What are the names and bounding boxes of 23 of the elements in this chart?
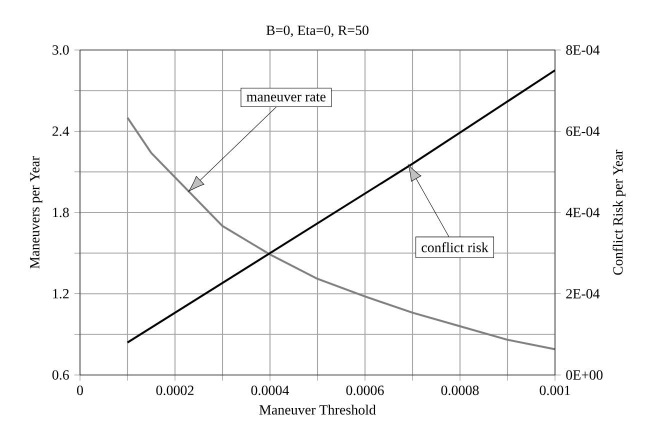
y-tick-label: 2.4 [52,126,70,136]
y2-axis-title: Conflict Risk per Year [612,150,626,275]
line-series [126,116,556,350]
y-tick-label: 3.0 [52,45,69,55]
annotation: maneuver rate [246,93,326,102]
y2-tick-label: 2E-04 [566,289,600,298]
x-axis-title: Maneuver Threshold [259,404,376,415]
x-tick-label: 0.0002 [156,386,194,396]
y2-tick-label: 6E-04 [566,126,600,136]
annotation: conflict risk [422,242,488,252]
chart-title: B=0, Eta=0, R=50 [266,26,368,38]
y-tick-label: 1.2 [53,289,69,298]
x-tick-label: 0 [77,386,83,396]
y-axis-title: Maneuvers per Year [30,156,42,269]
x-tick-label: 0.0008 [441,386,479,396]
y2-tick-label: 4E-04 [566,208,600,218]
x-tick-label: 0.001 [540,386,570,396]
y2-tick-label: 8E-04 [566,45,600,55]
y2-tick-label: 0E+00 [566,370,603,380]
x-tick-label: 0.0004 [251,386,290,396]
x-tick-label: 0.0006 [346,386,384,396]
y-tick-label: 0.6 [52,370,69,380]
y-tick-label: 1.8 [53,208,69,218]
